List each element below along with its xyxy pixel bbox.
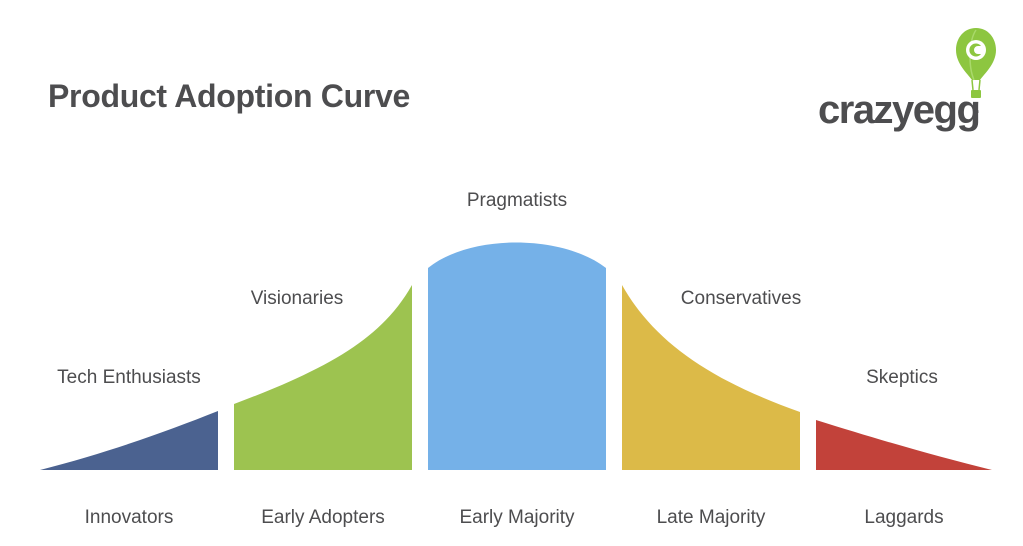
segment-early-majority-area bbox=[428, 242, 606, 470]
logo-wordmark: crazyegg bbox=[818, 88, 981, 132]
page-title: Product Adoption Curve bbox=[48, 78, 410, 114]
crazyegg-logo: crazyegg ™ bbox=[814, 26, 1004, 136]
segment-late-majority-area bbox=[622, 285, 800, 470]
persona-label-tech-enthusiasts: Tech Enthusiasts bbox=[57, 367, 201, 388]
segment-early-adopters-area bbox=[234, 285, 412, 470]
segment-label-early-adopters: Early Adopters bbox=[261, 507, 385, 528]
persona-label-pragmatists: Pragmatists bbox=[466, 190, 568, 211]
segment-innovators-area bbox=[40, 411, 218, 470]
persona-label-skeptics: Skeptics bbox=[866, 367, 938, 388]
segment-laggards-area bbox=[816, 420, 992, 470]
segment-label-early-majority: Early Majority bbox=[459, 507, 575, 528]
segment-label-laggards: Laggards bbox=[864, 507, 944, 528]
segment-label-innovators: Innovators bbox=[84, 507, 174, 528]
persona-label-conservatives: Conservatives bbox=[680, 288, 802, 309]
logo-trademark: ™ bbox=[972, 110, 979, 117]
segment-label-late-majority: Late Majority bbox=[656, 507, 766, 528]
balloon-icon bbox=[956, 28, 996, 98]
persona-label-visionaries: Visionaries bbox=[250, 288, 344, 309]
